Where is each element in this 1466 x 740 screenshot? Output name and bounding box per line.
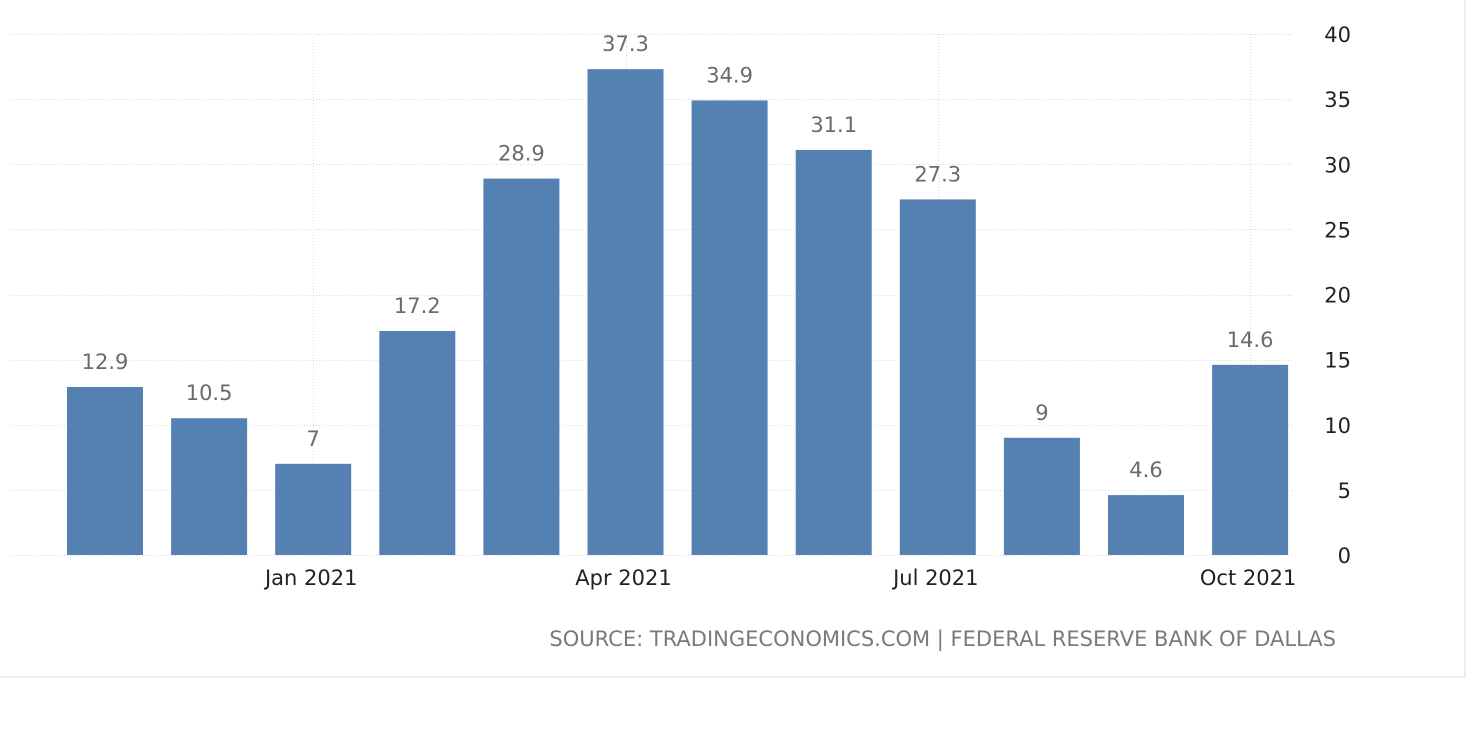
- x-tick-label: Jul 2021: [891, 566, 978, 590]
- source-label: SOURCE: TRADINGECONOMICS.COM | FEDERAL R…: [549, 627, 1336, 652]
- bar: [691, 100, 768, 556]
- bar: [483, 178, 560, 555]
- bar: [1003, 437, 1080, 555]
- bar: [587, 69, 664, 555]
- y-tick-label: 20: [1324, 284, 1351, 308]
- bar-value-label: 10.5: [186, 381, 233, 405]
- bar-value-label: 34.9: [706, 63, 753, 87]
- y-tick-label: 40: [1324, 23, 1351, 47]
- x-tick-label: Oct 2021: [1200, 566, 1296, 590]
- bar: [171, 418, 248, 555]
- y-tick-label: 35: [1324, 88, 1351, 112]
- bar-value-label: 28.9: [498, 142, 545, 166]
- y-tick-label: 0: [1338, 544, 1351, 568]
- x-tick-label: Jan 2021: [263, 566, 358, 590]
- bar-value-label: 14.6: [1227, 328, 1274, 352]
- x-axis: Jan 2021 Apr 2021 Jul 2021 Oct 2021: [263, 566, 1296, 590]
- bar: [1212, 364, 1289, 555]
- bar-value-label: 31.1: [810, 113, 857, 137]
- chart-container: 12.9 10.5 7 17.2 28.9 37.3 34.9 31.1 27.3 9 4.6 14.…: [0, 0, 1466, 678]
- data-labels: 12.9 10.5 7 17.2 28.9 37.3 34.9 31.1 27.3 9 4.6 14.…: [82, 32, 1274, 482]
- bar-value-label: 7: [307, 427, 320, 451]
- bars: [67, 69, 1289, 556]
- bar: [379, 330, 456, 555]
- bar-value-label: 37.3: [602, 32, 649, 56]
- y-tick-label: 10: [1324, 414, 1351, 438]
- y-tick-label: 25: [1324, 218, 1351, 242]
- bar-value-label: 17.2: [394, 294, 441, 318]
- bar-value-label: 9: [1035, 401, 1048, 425]
- bar: [1108, 495, 1184, 555]
- bar: [795, 149, 872, 556]
- bar: [275, 463, 352, 555]
- bar-chart: 12.9 10.5 7 17.2 28.9 37.3 34.9 31.1 27.3 9 4.6 14.…: [10, 23, 1351, 652]
- y-tick-label: 30: [1324, 153, 1351, 177]
- x-tick-label: Apr 2021: [575, 566, 671, 590]
- bar-value-label: 4.6: [1129, 458, 1162, 482]
- bar-value-label: 27.3: [914, 162, 961, 186]
- bar: [67, 386, 143, 555]
- y-axis: 0 5 10 15 20 25 30 35 40: [1324, 23, 1351, 568]
- bar: [899, 199, 976, 556]
- bar-value-label: 12.9: [82, 350, 129, 374]
- y-tick-label: 5: [1338, 479, 1351, 503]
- y-tick-label: 15: [1324, 349, 1351, 373]
